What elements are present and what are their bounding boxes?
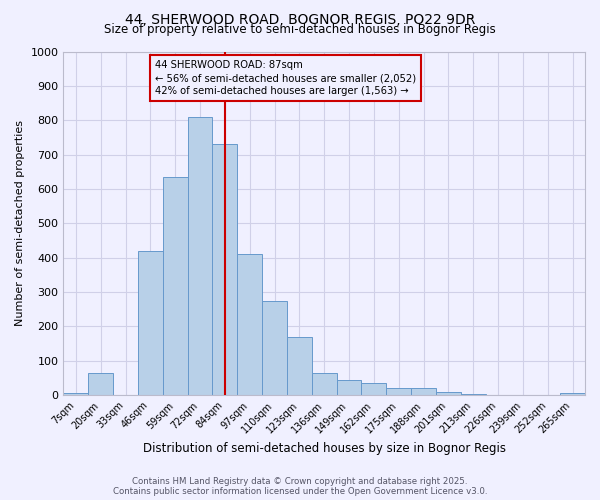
Bar: [188, 117, 212, 395]
Bar: [361, 383, 386, 395]
Bar: [560, 394, 585, 395]
Bar: [312, 373, 337, 395]
Text: 44, SHERWOOD ROAD, BOGNOR REGIS, PO22 9DR: 44, SHERWOOD ROAD, BOGNOR REGIS, PO22 9D…: [125, 12, 475, 26]
Text: 44 SHERWOOD ROAD: 87sqm
← 56% of semi-detached houses are smaller (2,052)
42% of: 44 SHERWOOD ROAD: 87sqm ← 56% of semi-de…: [155, 60, 416, 96]
Bar: [485, 394, 511, 395]
Bar: [386, 388, 411, 395]
Text: Contains HM Land Registry data © Crown copyright and database right 2025.
Contai: Contains HM Land Registry data © Crown c…: [113, 476, 487, 496]
Text: Size of property relative to semi-detached houses in Bognor Regis: Size of property relative to semi-detach…: [104, 22, 496, 36]
Bar: [411, 388, 436, 395]
Bar: [287, 337, 312, 395]
Bar: [461, 394, 485, 395]
Bar: [436, 392, 461, 395]
Y-axis label: Number of semi-detached properties: Number of semi-detached properties: [15, 120, 25, 326]
Bar: [262, 300, 287, 395]
X-axis label: Distribution of semi-detached houses by size in Bognor Regis: Distribution of semi-detached houses by …: [143, 442, 506, 455]
Bar: [64, 394, 88, 395]
Bar: [237, 254, 262, 395]
Bar: [88, 373, 113, 395]
Bar: [337, 380, 361, 395]
Bar: [138, 251, 163, 395]
Bar: [163, 177, 188, 395]
Bar: [212, 144, 237, 395]
